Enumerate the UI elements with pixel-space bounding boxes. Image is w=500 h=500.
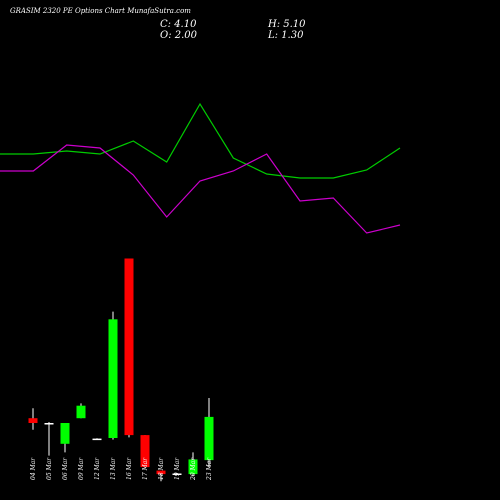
candle-body xyxy=(156,470,166,475)
candle-2 xyxy=(44,422,54,456)
x-tick-label: 16 Mar xyxy=(126,457,133,480)
candle-4 xyxy=(76,403,86,419)
candlestick-layer xyxy=(28,258,214,482)
x-tick-label: 04 Mar xyxy=(30,457,37,480)
candle-11 xyxy=(188,452,198,477)
candle-body xyxy=(188,459,198,475)
candle-12 xyxy=(204,398,214,468)
x-tick-label: 05 Mar xyxy=(46,457,53,480)
series-line-1 xyxy=(0,102,401,179)
candle-body xyxy=(172,473,182,475)
candle-body xyxy=(60,423,70,444)
candle-body xyxy=(204,416,214,461)
candle-7 xyxy=(124,258,134,438)
candle-body xyxy=(124,258,134,436)
candle-6 xyxy=(108,311,118,440)
x-tick-label: 23 Mar xyxy=(206,457,213,481)
candle-body xyxy=(92,438,102,441)
x-tick-label: 13 Mar xyxy=(110,457,117,480)
candle-body xyxy=(108,319,118,438)
x-tick-label: 18 Mar xyxy=(158,457,165,480)
x-tick-label: 06 Mar xyxy=(62,457,69,480)
close-value: C: 4.10 xyxy=(160,19,197,30)
x-axis-labels: 04 Mar 05 Mar 06 Mar 09 Mar 12 Mar 13 Mar 16 M… xyxy=(30,457,213,481)
x-tick-label: 12 Mar xyxy=(94,457,101,480)
open-value: O: 2.00 xyxy=(160,30,198,41)
line-series-layer xyxy=(0,102,401,234)
candle-3 xyxy=(60,423,70,453)
chart-title: GRASIM 2320 PE Options Chart MunafaSutra… xyxy=(10,7,191,15)
candle-body xyxy=(140,435,150,468)
x-tick-label: 19 Mar xyxy=(174,457,181,480)
candle-body xyxy=(44,423,54,425)
low-value: L: 1.30 xyxy=(268,30,304,41)
high-value: H: 5.10 xyxy=(268,19,306,30)
candle-5 xyxy=(92,438,102,441)
candle-10 xyxy=(172,473,182,475)
candle-body xyxy=(28,418,38,423)
candle-9 xyxy=(156,470,166,482)
x-tick-label: 20 Mar xyxy=(190,457,197,481)
x-tick-label: 17 Mar xyxy=(142,457,149,480)
x-tick-label: 09 Mar xyxy=(78,457,85,480)
series-line-2 xyxy=(0,144,401,234)
candle-body xyxy=(76,405,86,419)
candle-1 xyxy=(28,408,38,430)
candle-8 xyxy=(140,435,150,469)
